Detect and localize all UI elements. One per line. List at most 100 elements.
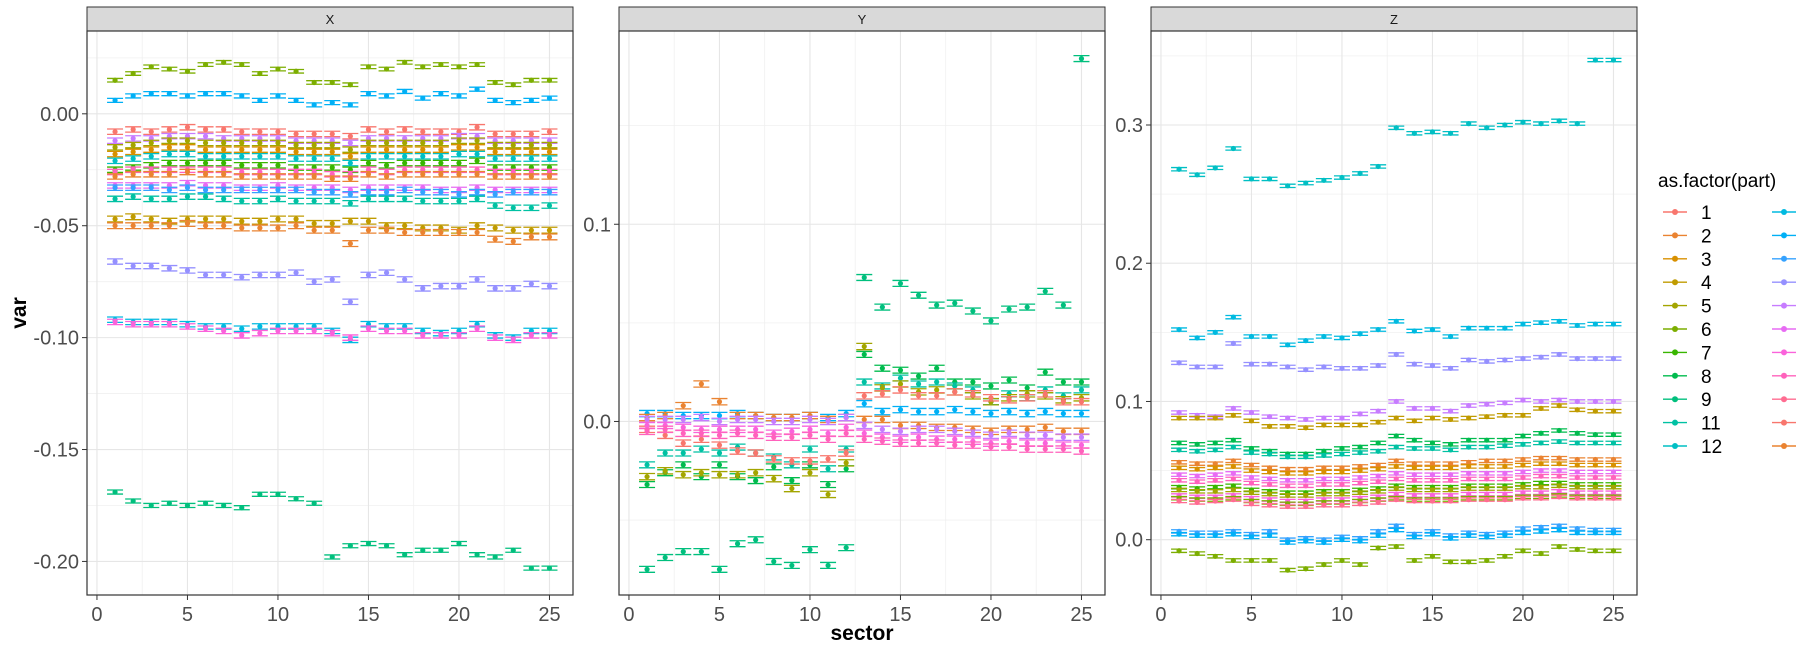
data-point [221,196,226,201]
data-point [1520,548,1525,553]
data-point [167,223,172,228]
data-point [257,324,262,329]
data-point [952,437,957,442]
data-point [1520,433,1525,438]
data-point [131,185,136,190]
data-point [1376,479,1381,484]
data-point [420,230,425,235]
data-point [1079,443,1084,448]
data-point [221,140,226,145]
data-point [1538,461,1543,466]
data-point [131,127,136,132]
data-point [221,216,226,221]
data-point [529,149,534,154]
data-point [1575,475,1580,480]
data-point [880,304,885,309]
data-point [825,466,830,471]
data-point [547,143,552,148]
data-point [970,308,975,313]
data-point [753,470,758,475]
data-point [167,91,172,96]
data-point [1061,303,1066,308]
data-point [348,219,353,224]
data-point [1213,472,1218,477]
data-point [1267,451,1272,456]
data-point [384,129,389,134]
data-point [1376,363,1381,368]
data-point [1502,486,1507,491]
data-point [862,431,867,436]
data-point [547,78,552,83]
x-tick-label: 5 [1246,604,1257,626]
data-point [1593,409,1598,414]
data-point [221,160,226,165]
data-point [807,427,812,432]
data-point [1339,503,1344,508]
data-point [493,192,498,197]
data-point [825,419,830,424]
data-point [1176,327,1181,332]
data-point [348,140,353,145]
data-point [456,541,461,546]
data-point [239,129,244,134]
data-point [1176,548,1181,553]
data-point [203,140,208,145]
data-point [420,160,425,165]
data-point [717,399,722,404]
data-point [1376,327,1381,332]
data-point [988,411,993,416]
data-point [825,492,830,497]
data-point [952,429,957,434]
data-point [1006,439,1011,444]
data-point [844,545,849,550]
data-point [239,275,244,280]
data-point [402,187,407,192]
data-point [239,93,244,98]
data-point [1502,464,1507,469]
data-point [474,552,479,557]
data-point [239,198,244,203]
facet-strip-label: X [326,12,335,27]
data-point [185,194,190,199]
data-point [1006,444,1011,449]
data-point [1575,462,1580,467]
data-point [366,91,371,96]
data-point [493,203,498,208]
data-point [131,149,136,154]
data-point [131,194,136,199]
data-point [1321,469,1326,474]
data-point [663,427,668,432]
data-point [789,435,794,440]
data-point [1557,474,1562,479]
data-point [898,423,903,428]
data-point [789,419,794,424]
data-point [862,344,867,349]
data-point [167,196,172,201]
legend-item: 3 [1663,250,1712,271]
data-point [474,230,479,235]
data-point [1430,129,1435,134]
data-point [898,441,903,446]
data-point [771,464,776,469]
data-point [112,174,117,179]
data-point [547,190,552,195]
data-point [1006,409,1011,414]
data-point [257,187,262,192]
data-point [1376,467,1381,472]
data-point [1285,504,1290,509]
data-point [699,415,704,420]
data-point [1357,450,1362,455]
data-point [402,127,407,132]
data-point [844,431,849,436]
data-point [1538,529,1543,534]
data-point [1502,533,1507,538]
data-point [185,185,190,190]
data-point [185,69,190,74]
data-point [807,470,812,475]
data-point [1213,533,1218,538]
data-point [402,196,407,201]
data-point [293,156,298,161]
data-point [1430,415,1435,420]
data-point [1575,469,1580,474]
